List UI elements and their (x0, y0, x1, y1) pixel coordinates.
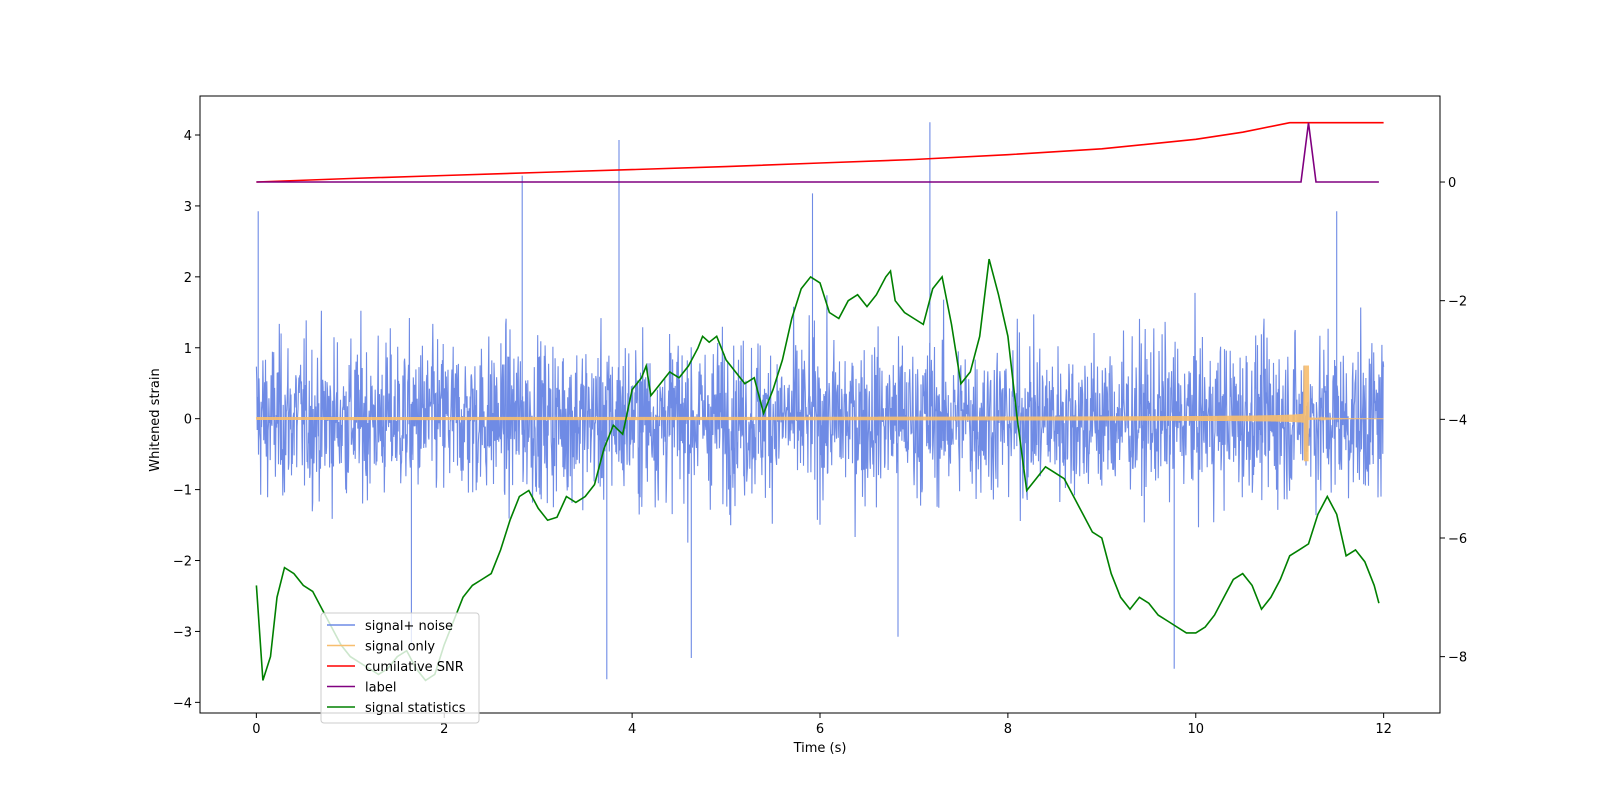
y-tick-label: 2 (184, 271, 192, 286)
x-tick-label: 10 (1187, 722, 1204, 737)
series-label-line (256, 122, 1379, 183)
y-tick-label: −2 (173, 555, 192, 570)
y-tick-label: 1 (184, 342, 192, 357)
legend-label: signal+ noise (365, 619, 453, 634)
x-tick-label: 8 (1004, 722, 1012, 737)
y-tick-label: 0 (184, 413, 192, 428)
series-cumulative-snr-line (256, 121, 1384, 183)
x-tick-label: 2 (440, 722, 448, 737)
legend-box (320, 612, 480, 724)
legend-label: signal only (365, 640, 435, 655)
legend-label: cumilative SNR (365, 660, 464, 675)
y2-tick-label: 0 (1448, 176, 1456, 191)
y-tick-label: −3 (173, 625, 192, 640)
x-tick-label: 6 (816, 722, 824, 737)
x-tick-label: 12 (1375, 722, 1392, 737)
y2-tick-label: −2 (1448, 295, 1467, 310)
series-signal-noise-line (255, 292, 1385, 543)
series-signal-noise-spikes (257, 122, 1338, 680)
y-axis-label: Whitened strain (148, 368, 163, 471)
y2-tick-label: −4 (1448, 413, 1467, 428)
y-tick-label: 4 (184, 129, 192, 144)
series-signal-only-line (255, 365, 1384, 462)
x-tick-label: 0 (252, 722, 260, 737)
legend-label: signal statistics (365, 701, 466, 716)
y-tick-label: −1 (173, 484, 192, 499)
y-tick-label: 3 (184, 200, 192, 215)
legend: signal+ noise signal only cumilative SNR la… (320, 612, 480, 724)
y2-tick-label: −8 (1448, 651, 1467, 666)
x-axis-label: Time (s) (793, 741, 847, 756)
y2-tick-label: −6 (1448, 532, 1467, 547)
x-tick-label: 4 (628, 722, 636, 737)
y-tick-label: −4 (173, 696, 192, 711)
legend-label: label (365, 681, 396, 696)
